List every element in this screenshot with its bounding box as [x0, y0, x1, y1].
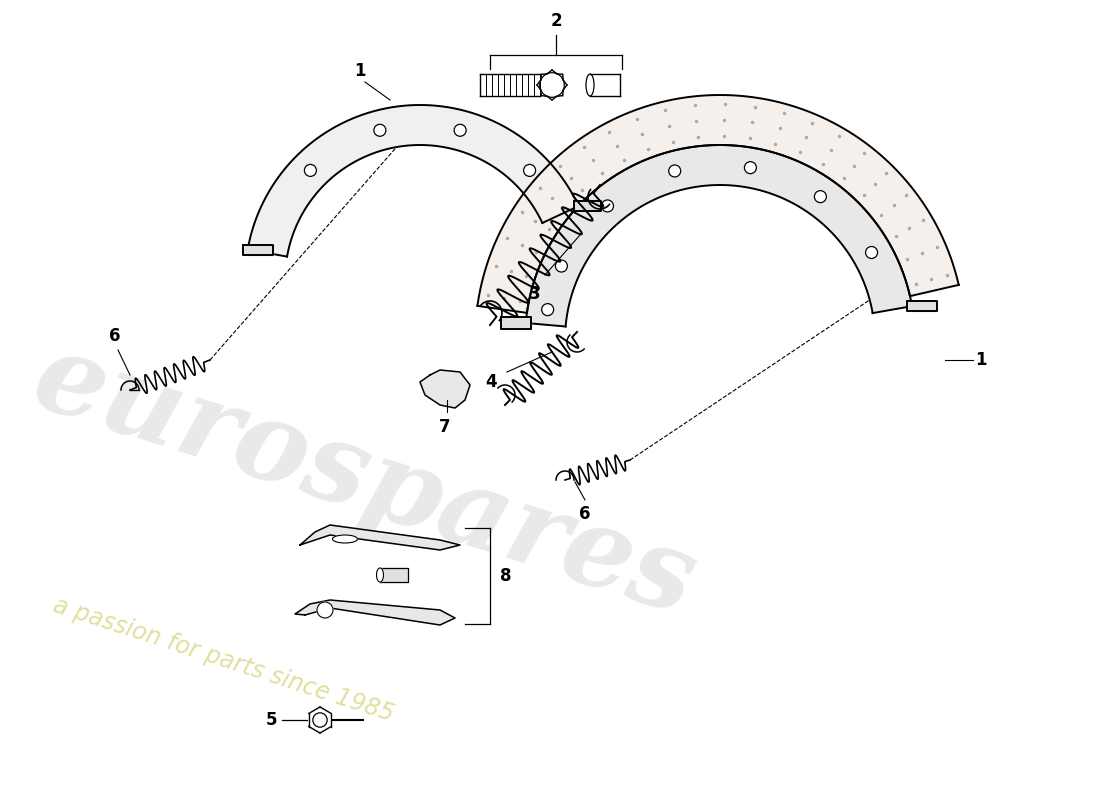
Polygon shape: [526, 145, 912, 326]
Text: 3: 3: [529, 285, 541, 303]
Circle shape: [602, 200, 614, 212]
Polygon shape: [420, 370, 470, 408]
Polygon shape: [243, 245, 273, 254]
Text: 1: 1: [975, 351, 987, 369]
Polygon shape: [573, 201, 601, 211]
Circle shape: [541, 304, 553, 316]
Circle shape: [312, 713, 327, 727]
Circle shape: [454, 124, 466, 136]
Polygon shape: [477, 95, 959, 313]
Polygon shape: [500, 317, 530, 329]
Text: a passion for parts since 1985: a passion for parts since 1985: [50, 594, 397, 726]
Circle shape: [556, 260, 568, 272]
Text: 7: 7: [439, 418, 451, 436]
Polygon shape: [309, 707, 331, 733]
Polygon shape: [908, 301, 937, 311]
Circle shape: [524, 164, 536, 176]
Circle shape: [814, 190, 826, 202]
Polygon shape: [300, 525, 460, 550]
Text: 1: 1: [354, 62, 365, 80]
Ellipse shape: [332, 535, 358, 543]
Text: 4: 4: [485, 373, 497, 391]
Circle shape: [317, 602, 333, 618]
Text: eurospares: eurospares: [20, 322, 708, 638]
Ellipse shape: [376, 568, 384, 582]
Circle shape: [669, 165, 681, 177]
Circle shape: [305, 164, 317, 176]
Circle shape: [374, 124, 386, 136]
Circle shape: [745, 162, 757, 174]
Polygon shape: [480, 74, 540, 96]
Polygon shape: [295, 600, 455, 625]
Circle shape: [540, 73, 564, 98]
Polygon shape: [248, 105, 579, 257]
Text: 6: 6: [580, 505, 591, 523]
Text: 6: 6: [109, 327, 121, 345]
Polygon shape: [590, 74, 620, 96]
Circle shape: [866, 246, 878, 258]
Ellipse shape: [586, 74, 594, 96]
Polygon shape: [379, 568, 408, 582]
Text: 2: 2: [550, 12, 562, 30]
Text: 8: 8: [500, 567, 512, 585]
Text: 5: 5: [265, 711, 277, 729]
